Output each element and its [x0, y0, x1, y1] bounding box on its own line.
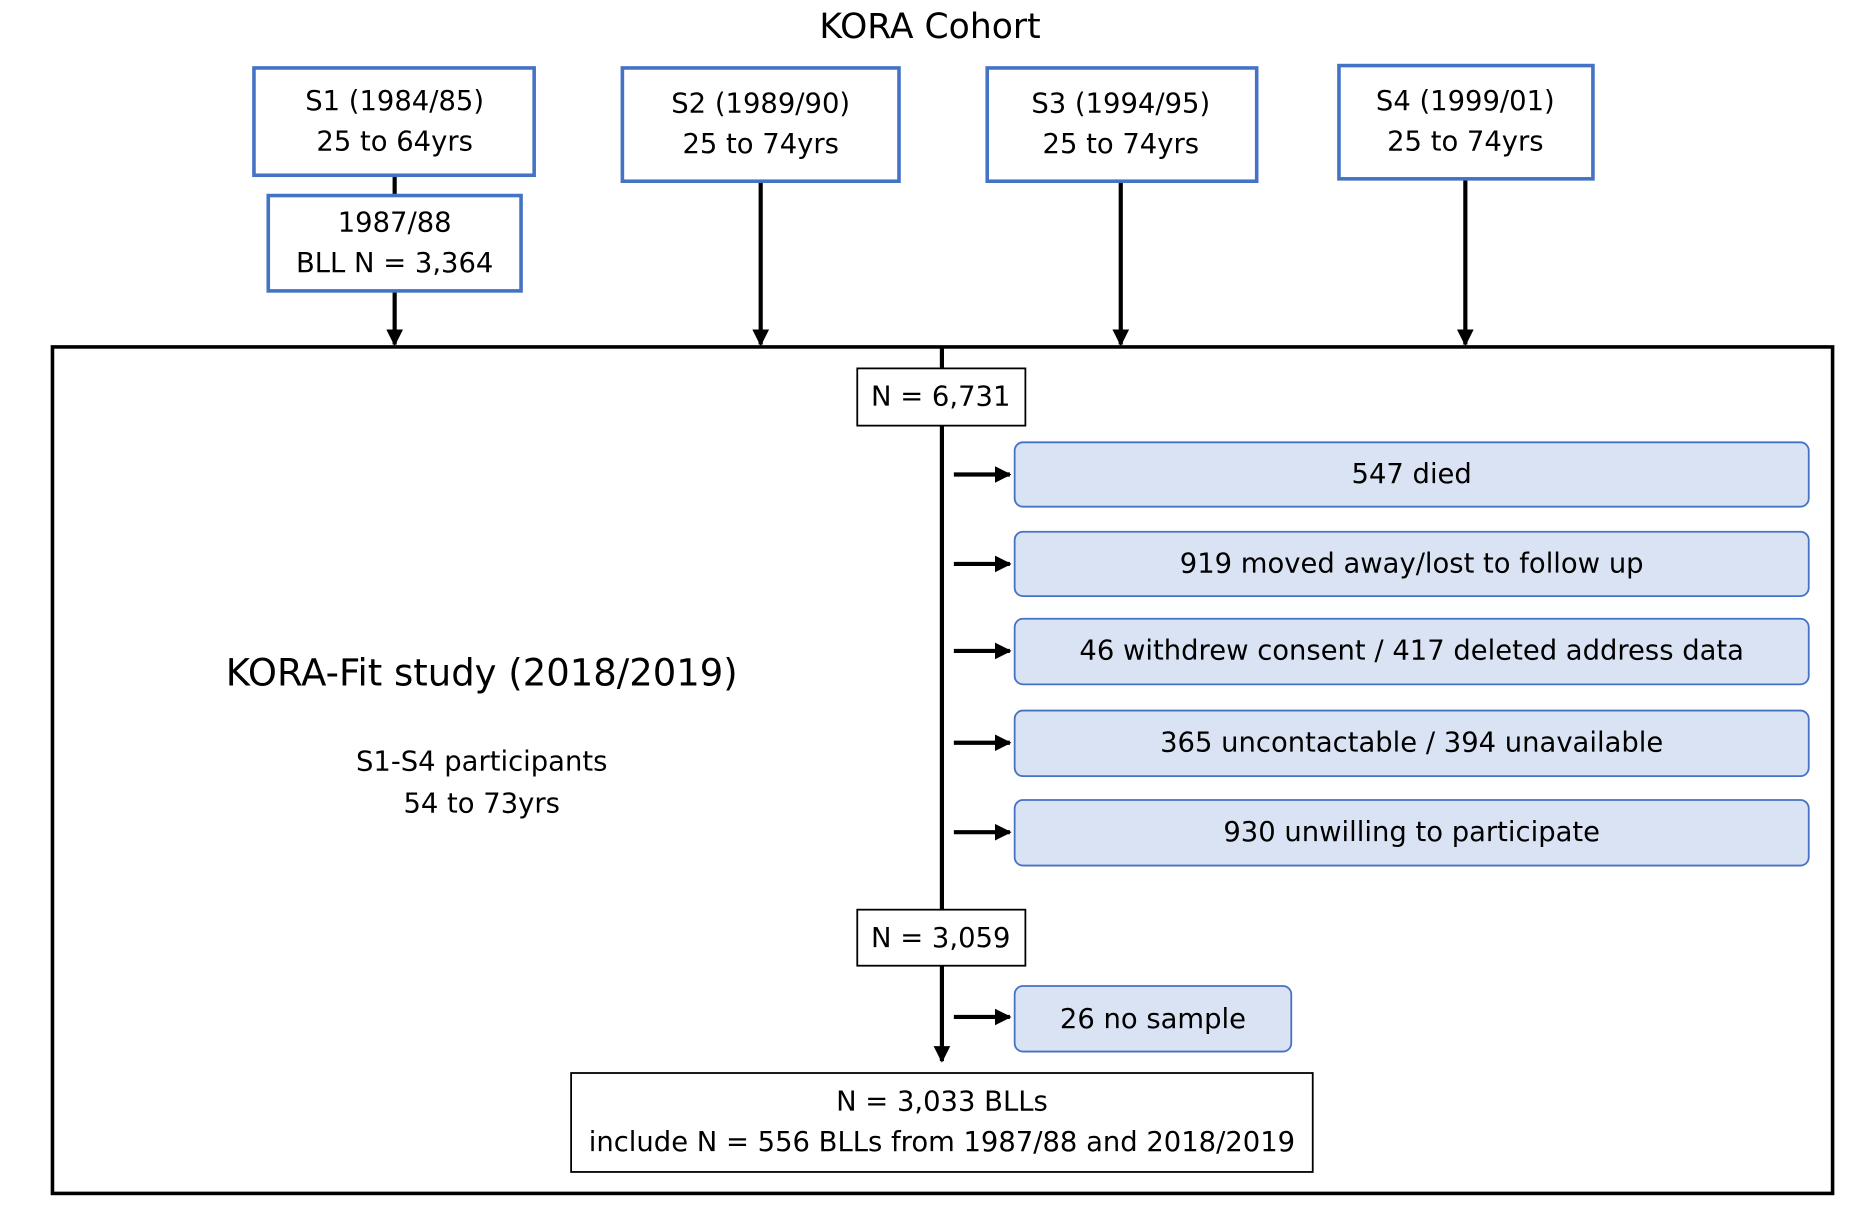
count: N = 6,731 — [871, 382, 1010, 413]
count-box — [856, 367, 1027, 427]
survey-ages: 25 to 74yrs — [1043, 129, 1199, 160]
followup-count: BLL N = 3,364 — [296, 248, 493, 279]
exclusion: 919 moved away/lost to follow up — [1180, 549, 1644, 580]
study-participants: S1-S4 participants — [356, 747, 607, 778]
title: KORA Cohort — [819, 7, 1040, 47]
followup-box — [266, 193, 523, 293]
exclusion: 930 unwilling to participate — [1223, 817, 1600, 848]
survey-name: S3 (1994/95) — [1031, 88, 1210, 119]
count: N = 3,059 — [871, 923, 1010, 954]
exclusion-box — [1013, 799, 1810, 867]
followup-year: 1987/88 — [338, 208, 452, 239]
survey-box — [252, 66, 536, 178]
survey-ages: 25 to 74yrs — [682, 129, 838, 160]
exclusion: 365 uncontactable / 394 unavailable — [1160, 727, 1663, 758]
survey-ages: 25 to 74yrs — [1387, 127, 1543, 158]
exclusion-box — [1013, 709, 1810, 778]
exclusion: 547 died — [1352, 459, 1472, 490]
exclusion: 46 withdrew consent / 417 deleted addres… — [1079, 636, 1744, 667]
survey-name: S4 (1999/01) — [1376, 86, 1555, 117]
exclusion-box — [1013, 441, 1810, 508]
exclusion-box — [1013, 617, 1810, 686]
result-box — [570, 1072, 1314, 1173]
exclusion-box — [1013, 985, 1293, 1053]
count-box — [856, 908, 1027, 967]
result-note: include N = 556 BLLs from 1987/88 and 20… — [589, 1127, 1295, 1158]
exclusion-box — [1013, 530, 1810, 598]
exclusions: 547 died 919 moved away/lost to follow u… — [953, 441, 1810, 867]
survey-ages: 25 to 64yrs — [316, 127, 472, 158]
exclusion: 26 no sample — [1060, 1004, 1246, 1035]
survey-box — [1337, 63, 1595, 181]
survey-name: S1 (1984/85) — [305, 86, 484, 117]
survey-box — [985, 66, 1259, 184]
study-ages: 54 to 73yrs — [403, 788, 559, 819]
study-title: KORA-Fit study (2018/2019) — [226, 651, 738, 694]
survey-name: S2 (1989/90) — [671, 88, 850, 119]
survey-box — [620, 66, 901, 184]
result-count: N = 3,033 BLLs — [836, 1086, 1048, 1117]
